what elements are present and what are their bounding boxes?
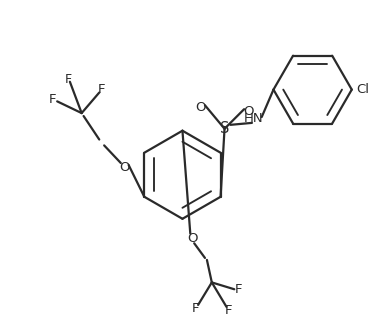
- Text: Cl: Cl: [357, 83, 370, 96]
- Text: O: O: [243, 105, 253, 118]
- Text: O: O: [195, 101, 205, 114]
- Text: HN: HN: [244, 112, 264, 126]
- Text: F: F: [48, 93, 56, 106]
- Text: F: F: [97, 83, 105, 96]
- Text: O: O: [187, 232, 198, 245]
- Text: F: F: [192, 302, 199, 315]
- Text: O: O: [119, 162, 130, 174]
- Text: F: F: [225, 304, 232, 317]
- Text: S: S: [220, 121, 229, 136]
- Text: F: F: [234, 283, 242, 296]
- Text: F: F: [64, 73, 71, 86]
